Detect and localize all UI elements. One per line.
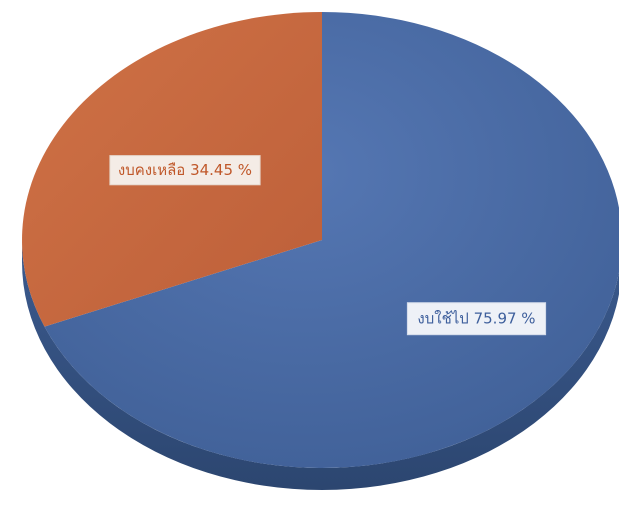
data-label-used: งบใช้ไป 75.97 % bbox=[406, 302, 547, 336]
pie-slice-used bbox=[44, 12, 619, 468]
data-label-remaining-background bbox=[109, 155, 261, 186]
data-label-used-text: งบใช้ไป 75.97 % bbox=[417, 310, 535, 328]
data-label-remaining-text: งบคงเหลือ 34.45 % bbox=[118, 161, 252, 179]
data-label-used-background bbox=[406, 302, 547, 336]
data-label-remaining: งบคงเหลือ 34.45 % bbox=[109, 155, 261, 186]
